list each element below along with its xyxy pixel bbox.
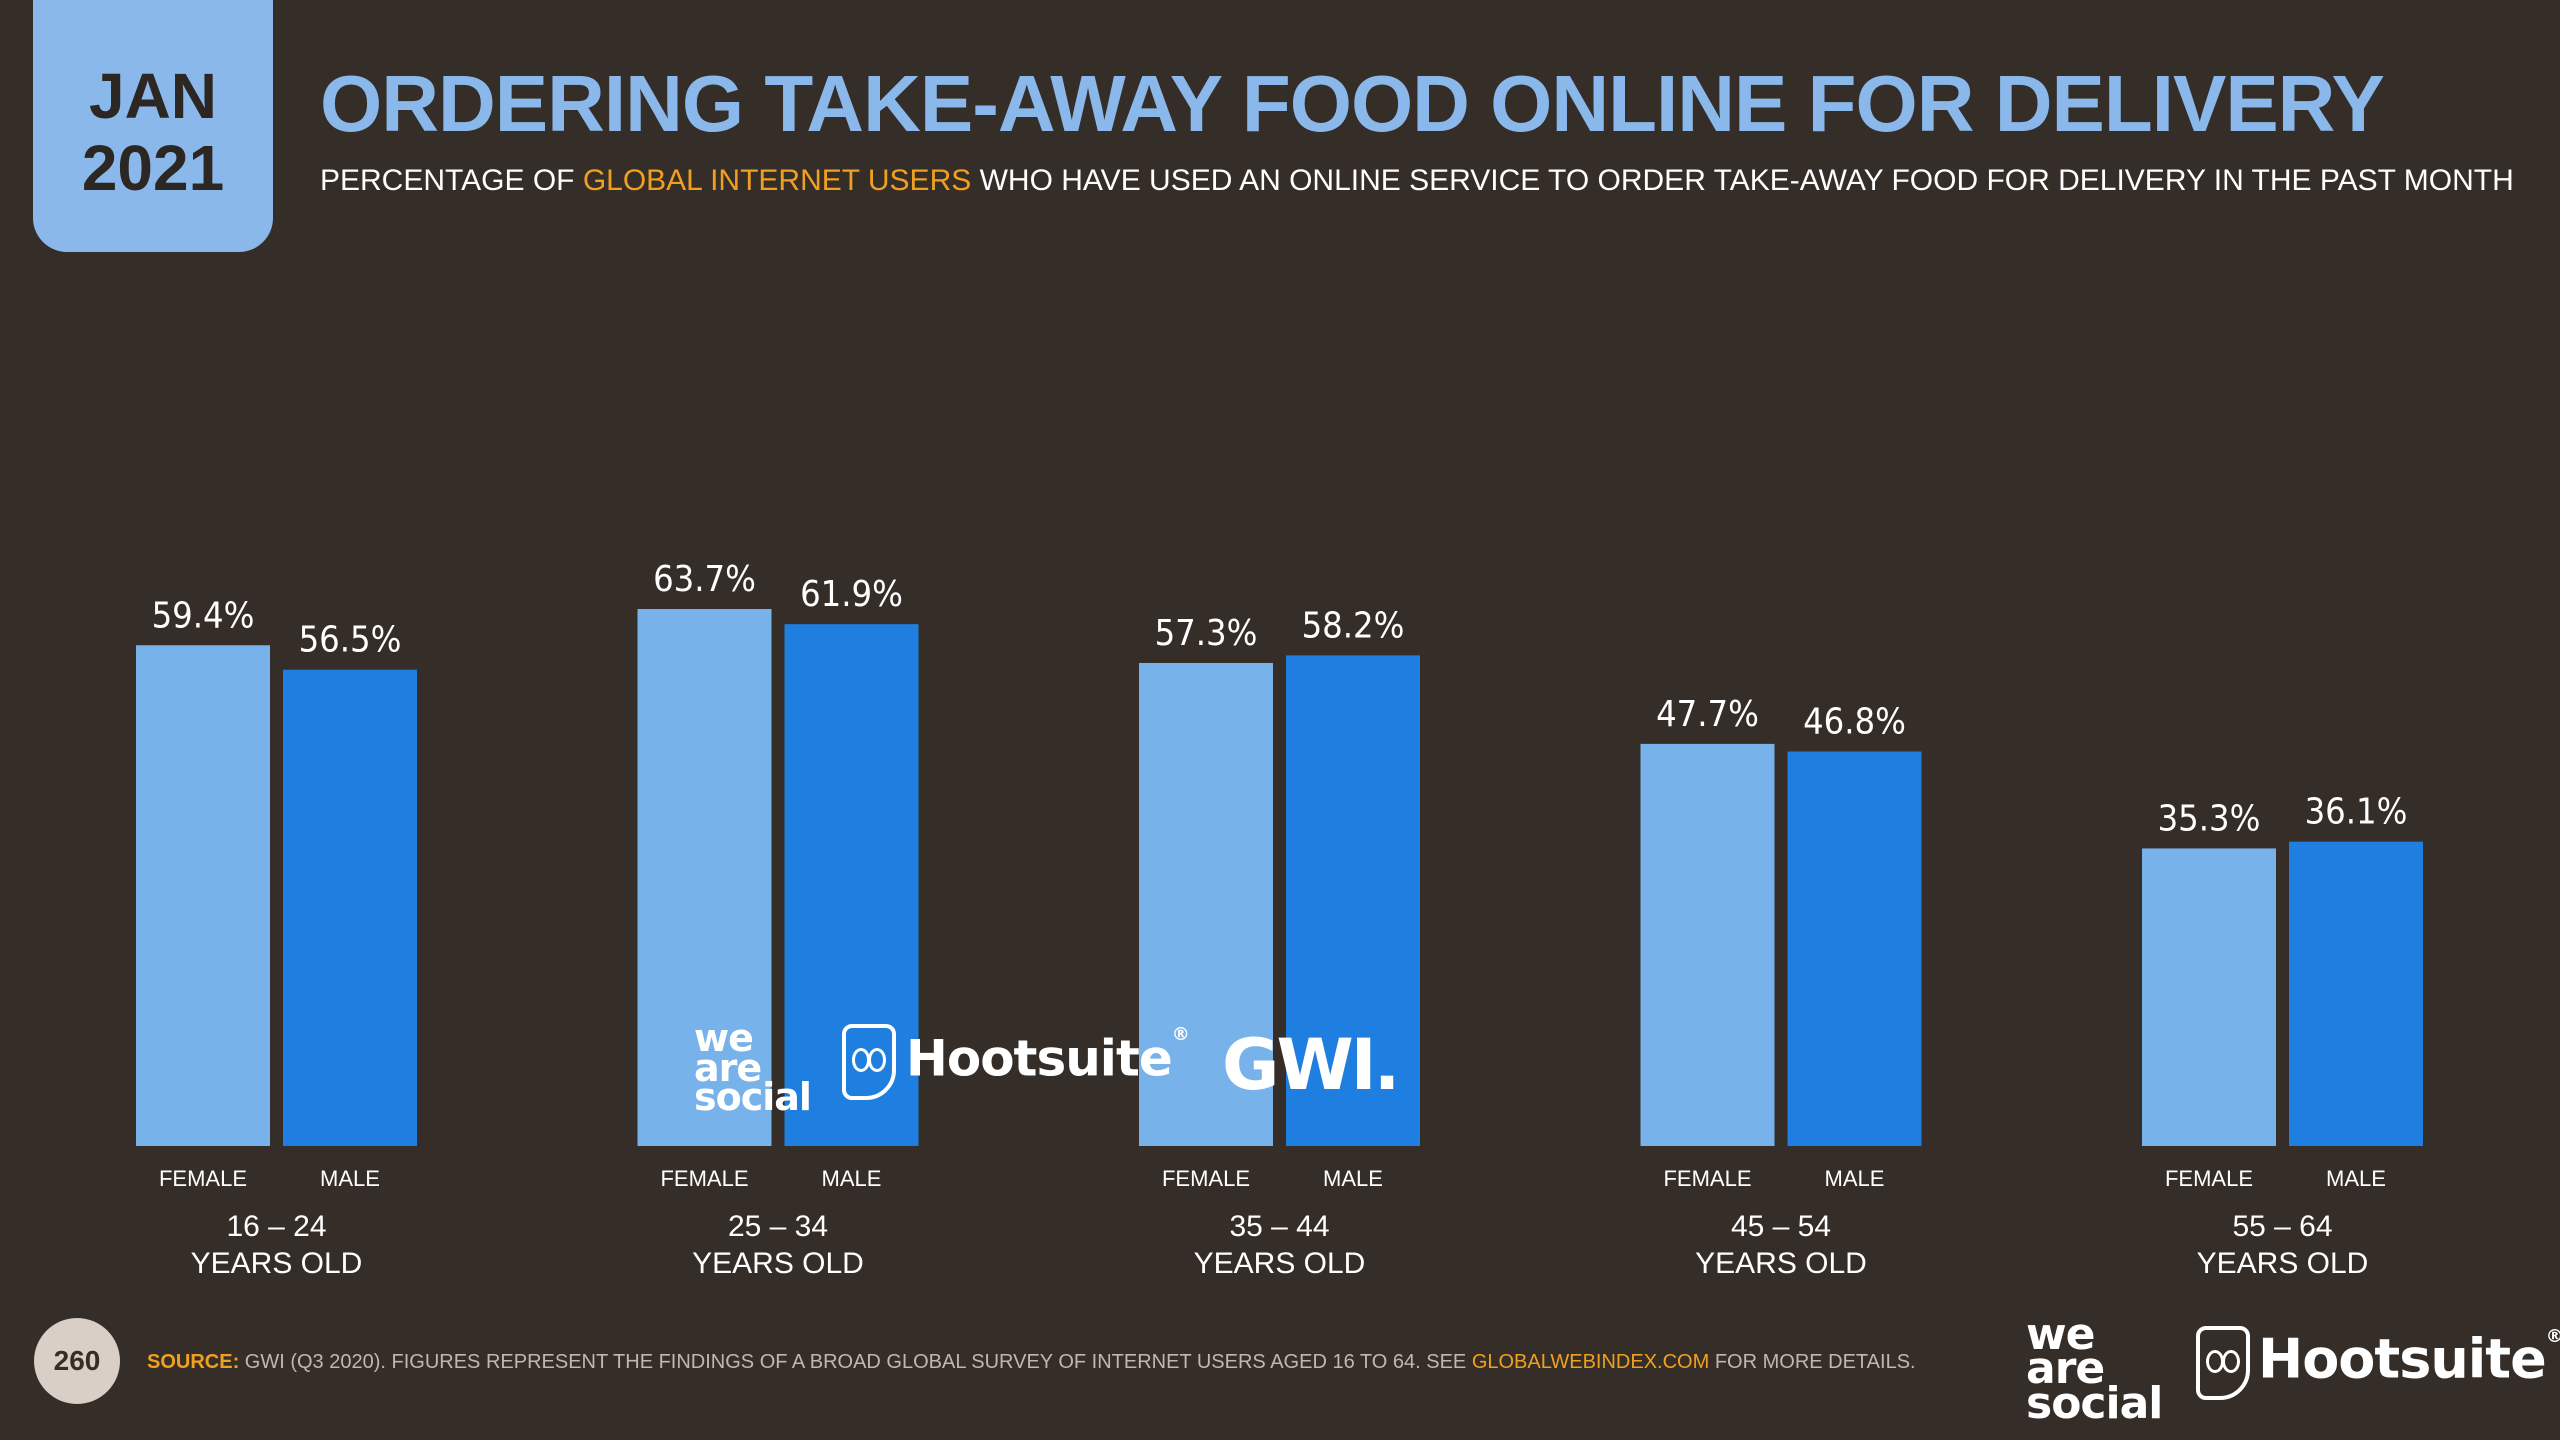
bar-female [637, 609, 772, 1146]
category-sublabel: YEARS OLD [692, 1247, 864, 1280]
date-month: JAN [88, 60, 218, 132]
bar-female [136, 645, 270, 1146]
data-label: 63.7% [653, 559, 756, 600]
bar-female [1640, 743, 1775, 1146]
data-label: 35.3% [2158, 798, 2261, 839]
series-label: MALE [320, 1166, 380, 1191]
category-sublabel: YEARS OLD [1194, 1247, 1366, 1280]
series-label: FEMALE [1663, 1166, 1751, 1191]
owl-icon [842, 1024, 896, 1100]
category-label: 45 – 54 [1731, 1210, 1831, 1243]
series-label: MALE [822, 1166, 882, 1191]
owl-icon [2196, 1326, 2250, 1400]
page-title: ORDERING TAKE-AWAY FOOD ONLINE FOR DELIV… [320, 59, 2385, 148]
data-label: 61.9% [800, 574, 903, 615]
category-label: 25 – 34 [728, 1210, 828, 1243]
series-label: FEMALE [660, 1166, 748, 1191]
footer-we-are-social-logo: we are social [2026, 1309, 2163, 1429]
series-label: FEMALE [159, 1166, 247, 1191]
category-sublabel: YEARS OLD [191, 1247, 363, 1280]
data-label: 59.4% [152, 595, 255, 636]
source-label: SOURCE: [147, 1351, 240, 1373]
subtitle-pre: PERCENTAGE OF [320, 164, 583, 197]
data-label: 47.7% [1656, 694, 1759, 735]
page-number: 260 [34, 1318, 120, 1404]
series-label: MALE [2326, 1166, 2386, 1191]
source-text: GWI (Q3 2020). FIGURES REPRESENT THE FIN… [239, 1351, 1472, 1373]
watermark-we-are-social-logo: we are social [694, 1016, 812, 1120]
date-year: 2021 [81, 132, 225, 204]
bar-chart: 59.4% FEMALE 56.5% MALE 16 – 24 YEARS OLD 63.7… [136, 559, 2423, 1280]
watermark-hootsuite-logo: Hootsuite® [842, 1024, 1190, 1100]
data-label: 58.2% [1302, 605, 1405, 646]
bar-male [1286, 655, 1420, 1146]
bar-male [784, 624, 919, 1146]
bar-male [2289, 841, 2423, 1146]
category-label: 35 – 44 [1229, 1210, 1329, 1243]
data-label: 36.1% [2305, 792, 2408, 833]
category-label: 55 – 64 [2232, 1210, 2332, 1243]
series-label: MALE [1323, 1166, 1383, 1191]
data-label: 57.3% [1155, 613, 1258, 654]
category-sublabel: YEARS OLD [2197, 1247, 2369, 1280]
source-tail: FOR MORE DETAILS. [1709, 1351, 1916, 1373]
category-sublabel: YEARS OLD [1695, 1247, 1867, 1280]
subtitle-highlight: GLOBAL INTERNET USERS [582, 164, 972, 197]
bar-male [1787, 751, 1922, 1146]
date-badge: JAN 2021 [33, 0, 273, 252]
source-link[interactable]: GLOBALWEBINDEX.COM [1471, 1351, 1710, 1373]
series-label: FEMALE [1162, 1166, 1250, 1191]
data-label: 56.5% [299, 620, 402, 661]
series-label: MALE [1825, 1166, 1885, 1191]
series-label: FEMALE [2165, 1166, 2253, 1191]
category-label: 16 – 24 [226, 1210, 326, 1243]
bar-female [1139, 662, 1273, 1146]
data-label: 46.8% [1803, 701, 1906, 742]
bar-female [2142, 848, 2276, 1146]
subtitle-post: WHO HAVE USED AN ONLINE SERVICE TO ORDER… [971, 164, 2514, 197]
page-subtitle: PERCENTAGE OF GLOBAL INTERNET USERS WHO … [320, 164, 2514, 198]
source-note: SOURCE: GWI (Q3 2020). FIGURES REPRESENT… [147, 1351, 1916, 1374]
watermark-gwi-logo: GWI. [1222, 1024, 1400, 1106]
footer-hootsuite-logo: Hootsuite® [2196, 1326, 2560, 1400]
bar-male [283, 669, 417, 1146]
